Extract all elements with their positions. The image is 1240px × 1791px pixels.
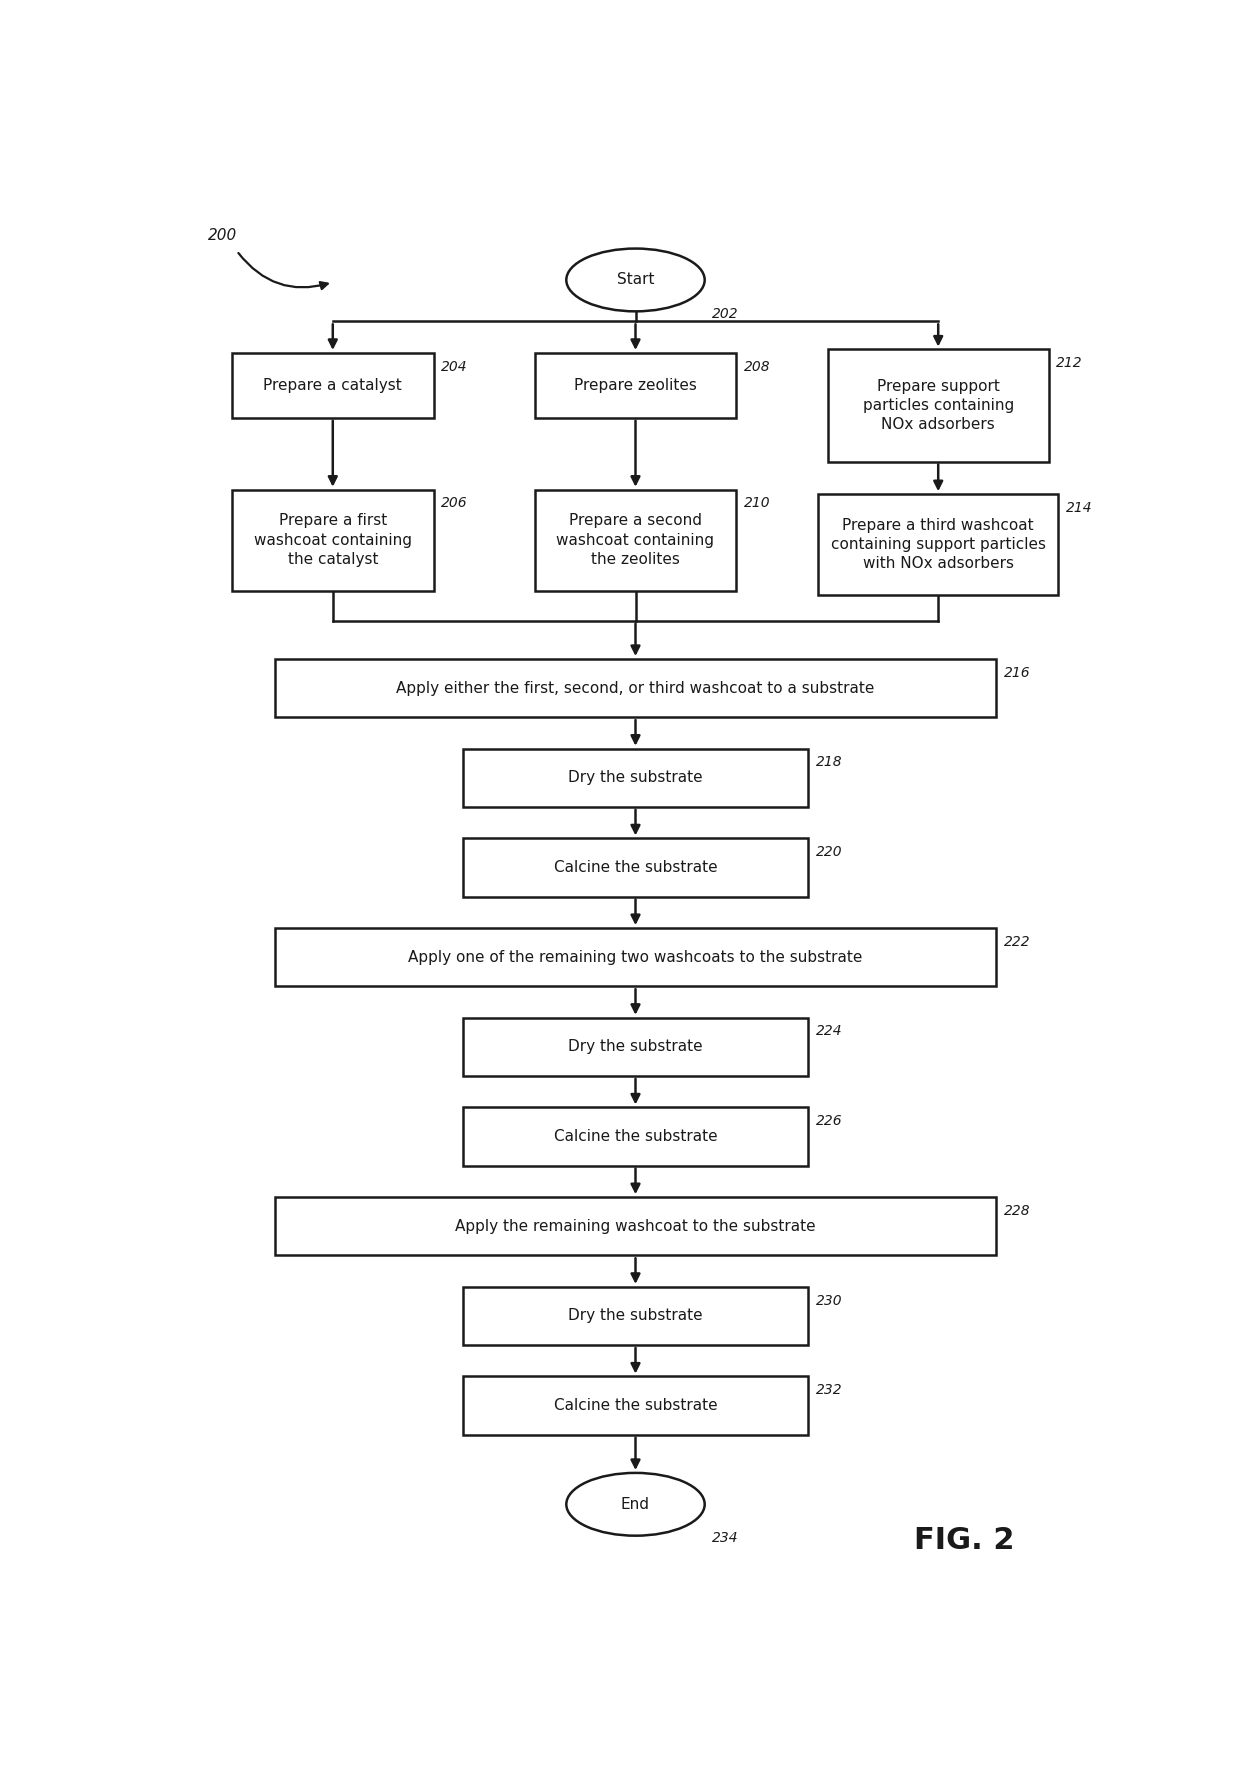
FancyBboxPatch shape	[463, 838, 808, 897]
FancyBboxPatch shape	[463, 1017, 808, 1076]
Text: FIG. 2: FIG. 2	[914, 1526, 1014, 1555]
Text: Apply the remaining washcoat to the substrate: Apply the remaining washcoat to the subs…	[455, 1218, 816, 1234]
FancyBboxPatch shape	[275, 928, 996, 987]
Text: 220: 220	[816, 845, 843, 860]
Ellipse shape	[567, 249, 704, 312]
FancyBboxPatch shape	[463, 1377, 808, 1435]
FancyBboxPatch shape	[818, 494, 1058, 595]
Text: Dry the substrate: Dry the substrate	[568, 770, 703, 784]
Text: 224: 224	[816, 1024, 843, 1039]
Text: 202: 202	[712, 306, 739, 321]
Text: Prepare a third washcoat
containing support particles
with NOx adsorbers: Prepare a third washcoat containing supp…	[831, 518, 1045, 571]
Text: 234: 234	[712, 1531, 739, 1546]
Text: Prepare a second
washcoat containing
the zeolites: Prepare a second washcoat containing the…	[557, 514, 714, 566]
FancyBboxPatch shape	[232, 353, 434, 417]
Ellipse shape	[567, 1472, 704, 1535]
Text: Dry the substrate: Dry the substrate	[568, 1039, 703, 1055]
Text: Start: Start	[616, 272, 655, 287]
Text: Apply either the first, second, or third washcoat to a substrate: Apply either the first, second, or third…	[397, 681, 874, 695]
Text: 228: 228	[1003, 1204, 1030, 1218]
Text: 230: 230	[816, 1293, 843, 1307]
Text: 218: 218	[816, 756, 843, 770]
Text: Calcine the substrate: Calcine the substrate	[554, 1128, 717, 1144]
FancyBboxPatch shape	[534, 353, 737, 417]
Text: 208: 208	[744, 360, 771, 374]
FancyBboxPatch shape	[232, 489, 434, 591]
Text: Dry the substrate: Dry the substrate	[568, 1309, 703, 1324]
Text: 216: 216	[1003, 666, 1030, 679]
Text: Calcine the substrate: Calcine the substrate	[554, 1399, 717, 1413]
Text: Prepare a first
washcoat containing
the catalyst: Prepare a first washcoat containing the …	[254, 514, 412, 566]
Text: 200: 200	[208, 227, 237, 244]
Text: 204: 204	[441, 360, 467, 374]
FancyBboxPatch shape	[463, 749, 808, 808]
Text: 232: 232	[816, 1383, 843, 1397]
Text: 212: 212	[1056, 356, 1083, 371]
Text: 210: 210	[744, 496, 771, 510]
FancyBboxPatch shape	[828, 349, 1049, 462]
Text: Apply one of the remaining two washcoats to the substrate: Apply one of the remaining two washcoats…	[408, 949, 863, 965]
Text: End: End	[621, 1497, 650, 1512]
Text: Prepare a catalyst: Prepare a catalyst	[263, 378, 402, 392]
FancyBboxPatch shape	[275, 1196, 996, 1255]
Text: 222: 222	[1003, 935, 1030, 949]
Text: 206: 206	[441, 496, 467, 510]
FancyBboxPatch shape	[275, 659, 996, 716]
Text: Calcine the substrate: Calcine the substrate	[554, 860, 717, 876]
Text: 214: 214	[1066, 501, 1092, 514]
FancyBboxPatch shape	[463, 1107, 808, 1166]
FancyBboxPatch shape	[534, 489, 737, 591]
Text: Prepare zeolites: Prepare zeolites	[574, 378, 697, 392]
Text: 226: 226	[816, 1114, 843, 1128]
Text: Prepare support
particles containing
NOx adsorbers: Prepare support particles containing NOx…	[863, 380, 1014, 432]
FancyBboxPatch shape	[463, 1286, 808, 1345]
